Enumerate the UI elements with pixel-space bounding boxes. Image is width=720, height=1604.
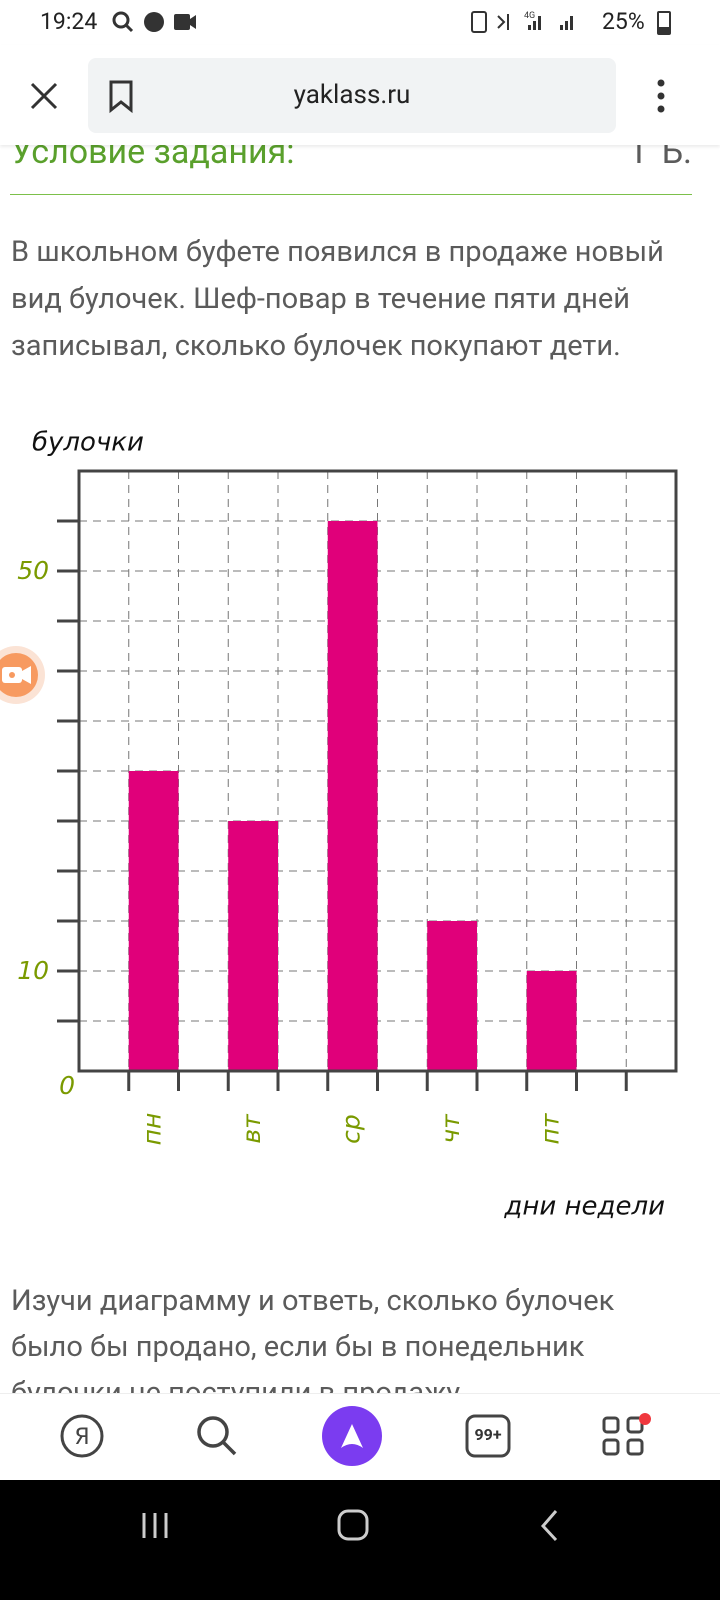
status-signal: 4G: [471, 11, 573, 33]
system-nav: [0, 1480, 720, 1600]
apps-button[interactable]: [602, 1413, 651, 1456]
system-nav-icons: [142, 1509, 558, 1542]
floating-camera[interactable]: [0, 646, 45, 704]
close-button[interactable]: [28, 80, 60, 112]
text-line: Изучи диаграмму и ответь, сколько булоче…: [11, 1284, 615, 1318]
nav-icons: Я: [60, 1406, 651, 1466]
y-tick-label: 10: [17, 956, 49, 985]
x-tick-label: ср: [337, 1114, 366, 1144]
status-icons: [112, 11, 196, 33]
x-axis-label: дни недели: [503, 1192, 665, 1222]
text-line: было бы продано, если бы в понедельник: [11, 1330, 585, 1364]
bar: [327, 521, 378, 1071]
y-tick-label: 0: [59, 1071, 75, 1100]
bar: [228, 821, 278, 1071]
bottom-nav: Я 99+: [0, 1393, 720, 1481]
x-tick-label: вт: [237, 1113, 266, 1144]
bar: [128, 771, 179, 1071]
status-time: 19:24: [40, 8, 98, 35]
url-field[interactable]: yaklass.ru: [88, 58, 616, 133]
status-battery: 25%: [602, 8, 645, 35]
svg-text:4G: 4G: [524, 11, 535, 21]
chart: булочки дни недели 0 10 50 пн вт ср чт пт: [0, 428, 678, 1222]
bar: [526, 971, 577, 1071]
url: yaklass.ru: [293, 80, 411, 110]
bookmark-icon[interactable]: [108, 80, 136, 114]
x-tick-label: чт: [436, 1113, 465, 1144]
tabs-button[interactable]: [465, 1414, 511, 1458]
battery-icon: [657, 11, 671, 35]
divider: [10, 194, 692, 195]
text-line: В школьном буфете появился в продаже нов…: [11, 235, 664, 269]
alice-button[interactable]: [322, 1406, 382, 1466]
x-tick-label: пт: [536, 1112, 565, 1144]
x-tick-label: пн: [138, 1113, 167, 1146]
text-line: вид булочек. Шеф-повар в течение пяти дн…: [11, 282, 631, 316]
browser-bar: yaklass.ru: [0, 45, 720, 145]
recents-button[interactable]: [142, 1513, 168, 1538]
search-button[interactable]: [197, 1416, 237, 1456]
svg-text:Я: Я: [74, 1425, 89, 1450]
status-bar: 19:24 4G 25%: [0, 0, 720, 45]
y-axis-label: булочки: [32, 428, 144, 458]
text-line: записывал, сколько булочек покупают дети…: [11, 329, 621, 363]
yandex-button[interactable]: Я: [60, 1414, 104, 1458]
tabs-badge: 99+: [474, 1425, 502, 1444]
y-tick-label: 50: [17, 556, 49, 585]
back-button[interactable]: [540, 1510, 558, 1542]
menu-button[interactable]: [651, 79, 671, 113]
bar: [427, 921, 477, 1071]
home-button[interactable]: [337, 1509, 369, 1541]
